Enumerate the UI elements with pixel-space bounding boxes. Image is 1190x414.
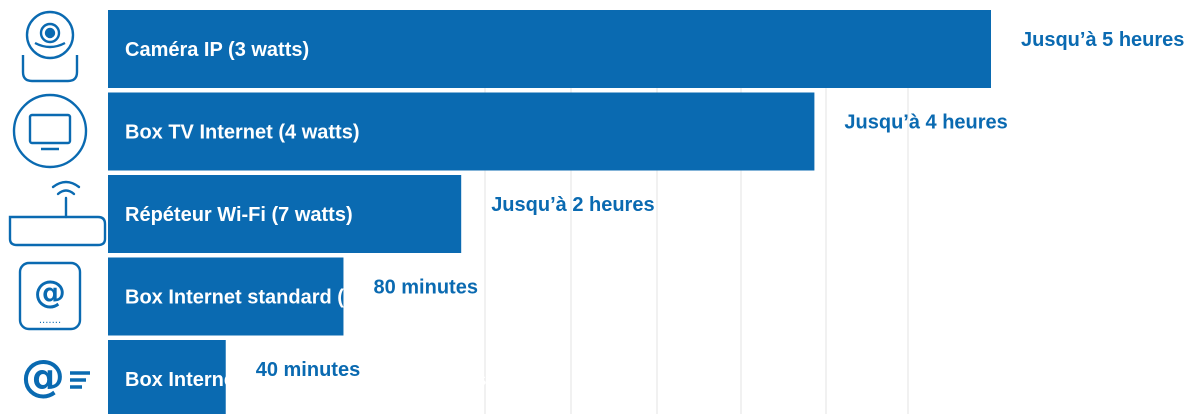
wifi-repeater-icon: [8, 180, 107, 247]
bars: [108, 10, 991, 414]
bar-5: [108, 340, 226, 414]
svg-text:.......: .......: [39, 315, 61, 326]
ip-camera-icon: [21, 10, 79, 83]
category-label: Caméra IP (3 watts): [125, 39, 309, 61]
svg-text:@: @: [21, 351, 65, 402]
category-label: Box Internet standard (9 watts): [125, 287, 418, 309]
value-label: Jusqu’à 4 heures: [844, 112, 1007, 134]
bar-3: [108, 175, 462, 253]
svg-text:@: @: [34, 273, 66, 311]
pro-internet-box-icon: @: [21, 351, 90, 402]
category-label: Répéteur Wi-Fi (7 watts): [125, 204, 353, 226]
category-label: Box TV Internet (4 watts): [125, 122, 359, 144]
tv-icon: [12, 93, 88, 169]
bar-2: [108, 92, 815, 171]
value-label: Jusqu’à 5 heures: [1021, 29, 1184, 51]
value-label: 40 minutes: [256, 359, 360, 381]
icons: @ ....... @: [8, 10, 107, 402]
bar-1: [108, 10, 991, 88]
category-label: Box Internet professionnelle (15 watts): [125, 369, 493, 391]
bar-4: [108, 257, 344, 336]
internet-box-icon: @ .......: [18, 261, 82, 331]
value-label: Jusqu’à 2 heures: [491, 194, 654, 216]
labels: Caméra IP (3 watts) Jusqu’à 5 heures Box T…: [125, 29, 1184, 391]
value-label: 80 minutes: [373, 277, 477, 299]
